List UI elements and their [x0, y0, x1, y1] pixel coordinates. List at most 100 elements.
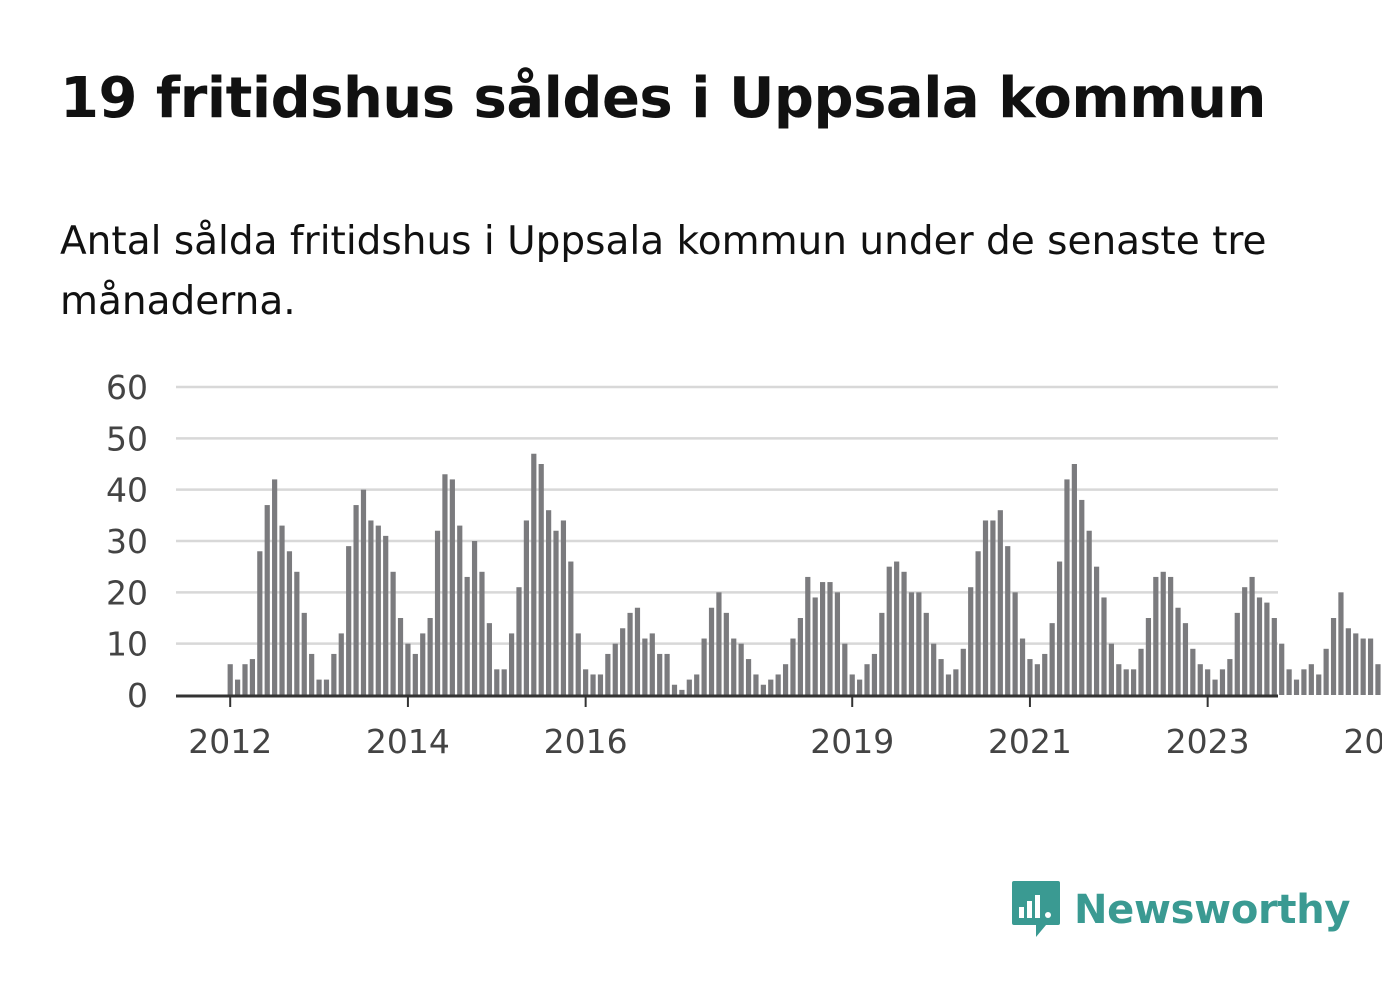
bar: [257, 551, 263, 695]
bar: [405, 643, 411, 695]
bar: [605, 653, 611, 695]
bar: [990, 520, 996, 695]
bar: [864, 664, 870, 695]
bar: [1323, 648, 1329, 695]
x-tick-label-2019: 2019: [810, 722, 894, 761]
bar: [782, 664, 789, 695]
bar: [1101, 597, 1107, 695]
bar: [397, 618, 404, 695]
bar: [1160, 571, 1166, 695]
bar: [1286, 669, 1292, 695]
bar: [716, 592, 722, 695]
bar: [901, 571, 907, 695]
bar: [731, 638, 737, 695]
bar: [1264, 602, 1270, 695]
bar: [1293, 679, 1300, 695]
bar: [294, 571, 300, 695]
bar: [923, 612, 929, 695]
bar: [420, 633, 426, 695]
x-tick-label-2023: 2023: [1166, 722, 1250, 761]
bar: [768, 679, 774, 695]
bar: [1345, 628, 1351, 695]
bar: [1005, 546, 1011, 695]
bar: [1019, 638, 1026, 695]
bar: [842, 643, 848, 695]
brand-name: Newsworthy: [1074, 887, 1351, 933]
y-tick-label-0: 0: [127, 676, 148, 715]
bar: [1131, 669, 1137, 695]
bar: [1353, 633, 1359, 695]
brand-logo: Newsworthy: [1010, 878, 1351, 942]
bar: [686, 679, 692, 695]
bar: [960, 648, 966, 695]
bar: [272, 479, 278, 695]
bar: [1093, 566, 1100, 695]
bar: [1168, 576, 1174, 695]
x-tick-label-2014: 2014: [366, 722, 450, 761]
bar: [634, 607, 641, 695]
y-tick-label-40: 40: [106, 471, 148, 510]
bar: [812, 597, 818, 695]
bar: [805, 576, 811, 695]
bar: [494, 669, 500, 695]
bar: [1205, 669, 1211, 695]
bar: [331, 653, 337, 695]
bar: [834, 592, 841, 695]
bar: [642, 638, 648, 695]
bar: [975, 551, 981, 695]
bar: [664, 653, 670, 695]
bar: [886, 566, 892, 695]
bar: [590, 674, 596, 695]
bar: [871, 653, 878, 695]
bar: [694, 674, 700, 695]
bar: [1212, 679, 1218, 695]
bar: [1064, 479, 1070, 695]
bar: [264, 505, 270, 695]
bar: [679, 689, 685, 695]
bar: [309, 653, 315, 695]
bar: [620, 628, 626, 695]
bar: [953, 669, 959, 695]
bar: [553, 530, 559, 695]
bar: [390, 571, 396, 695]
bar: [375, 525, 381, 695]
y-tick-label-30: 30: [106, 522, 148, 561]
y-axis-ticks: 0 10 20 30 40 50 60: [106, 368, 148, 715]
bar: [434, 530, 441, 695]
chart-title: 19 fritidshus såldes i Uppsala kommun: [60, 66, 1266, 131]
newsworthy-logo-icon: [1012, 881, 1060, 937]
x-tick-label-2021: 2021: [988, 722, 1072, 761]
bar: [1079, 499, 1085, 695]
bar: [612, 643, 618, 695]
bar: [982, 520, 989, 695]
bar: [508, 633, 515, 695]
bar: [412, 653, 418, 695]
bar: [945, 674, 952, 695]
bar: [1012, 592, 1018, 695]
bar: [997, 510, 1003, 695]
bar: [627, 612, 633, 695]
bar: [368, 520, 374, 695]
y-tick-label-50: 50: [106, 419, 148, 458]
bar: [1367, 638, 1374, 695]
bar: [657, 653, 663, 695]
bar: [442, 474, 448, 695]
x-tick-label-2012: 2012: [188, 722, 272, 761]
bar: [279, 525, 285, 695]
bar: [894, 561, 900, 695]
bar: [449, 479, 455, 695]
bar: [353, 505, 359, 695]
bar: [546, 510, 552, 695]
bar: [797, 618, 803, 695]
bar: [1249, 576, 1255, 695]
bar: [938, 659, 944, 695]
y-tick-label-60: 60: [106, 368, 148, 407]
bar: [1375, 664, 1381, 695]
bar: [427, 618, 433, 695]
bar: [1071, 464, 1077, 695]
bar: [486, 623, 492, 695]
bar: [597, 674, 604, 695]
bar: [1271, 618, 1277, 695]
bar: [1338, 592, 1344, 695]
